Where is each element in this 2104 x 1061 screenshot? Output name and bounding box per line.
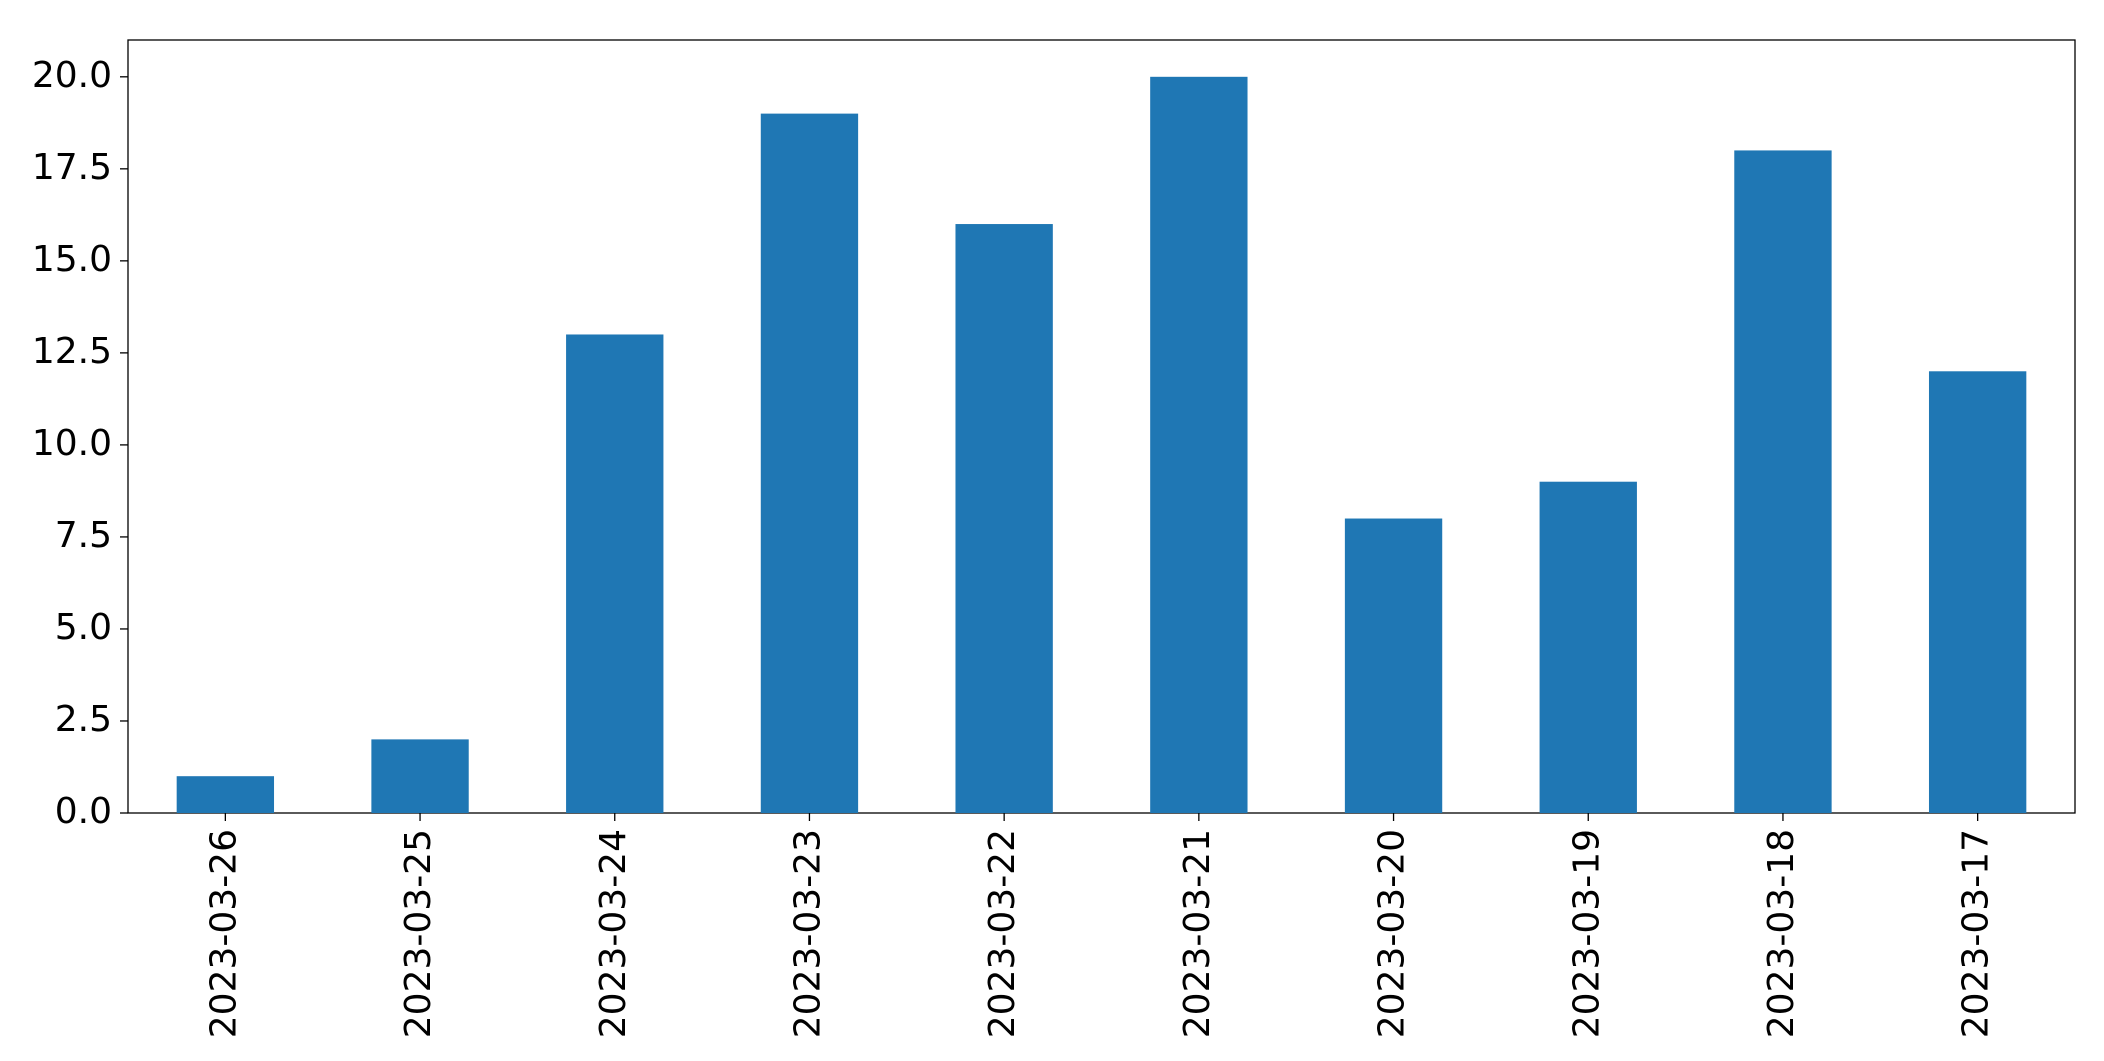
bar — [1928, 371, 2027, 813]
bar — [566, 334, 664, 813]
x-tick-label: 2023-03-17 — [1956, 829, 1997, 1038]
x-tick-label: 2023-03-23 — [787, 829, 828, 1038]
y-tick-label: 10.0 — [32, 423, 112, 464]
bar — [760, 113, 859, 814]
y-tick-label: 7.5 — [55, 515, 112, 556]
x-tick-label: 2023-03-18 — [1761, 829, 1802, 1038]
bar — [176, 776, 275, 813]
y-tick-label: 5.0 — [55, 607, 112, 648]
x-tick-label: 2023-03-19 — [1566, 829, 1607, 1038]
bar — [1344, 518, 1443, 813]
x-tick-label: 2023-03-20 — [1372, 829, 1413, 1038]
bar — [955, 224, 1053, 814]
x-tick-label: 2023-03-25 — [398, 829, 439, 1038]
x-tick-label: 2023-03-26 — [203, 829, 244, 1038]
y-tick-label: 2.5 — [55, 699, 112, 740]
bar — [1734, 150, 1832, 813]
y-tick-label: 17.5 — [32, 147, 112, 188]
y-tick-label: 20.0 — [32, 55, 112, 96]
y-tick-label: 12.5 — [32, 331, 112, 372]
x-tick-label: 2023-03-21 — [1177, 829, 1218, 1038]
x-tick-label: 2023-03-22 — [982, 829, 1023, 1038]
plot-frame — [127, 39, 2076, 814]
bar — [1150, 76, 1248, 814]
x-tick-label: 2023-03-24 — [593, 829, 634, 1038]
y-tick-label: 0.0 — [55, 791, 112, 832]
y-tick-label: 15.0 — [32, 239, 112, 280]
bar — [371, 739, 469, 813]
bar — [1539, 481, 1637, 813]
